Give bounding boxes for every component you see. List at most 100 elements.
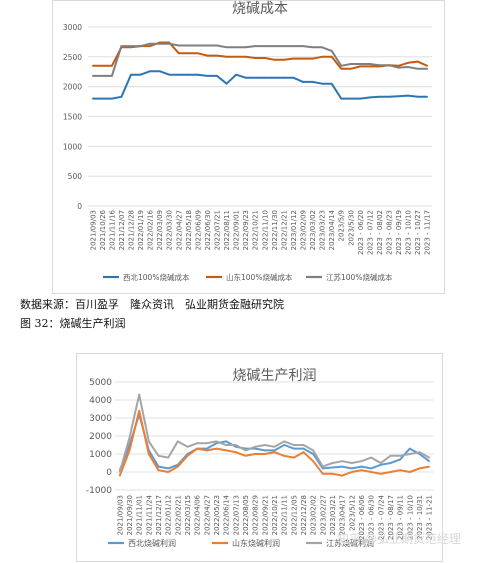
data-point	[168, 42, 171, 45]
data-point	[128, 449, 131, 452]
data-point	[302, 451, 305, 454]
data-point	[263, 76, 266, 79]
x-tick-label: 2023/5/12	[348, 495, 356, 531]
data-point	[206, 75, 209, 77]
data-point	[157, 454, 160, 457]
data-point	[283, 76, 285, 79]
data-point	[186, 445, 189, 448]
x-tick-label: 2023 - 07/24	[377, 494, 385, 540]
data-point	[388, 64, 390, 67]
profit-chart-frame	[76, 353, 443, 562]
data-point	[206, 54, 209, 57]
x-tick-label: 2023 - 10/31	[416, 495, 424, 540]
data-point	[331, 472, 334, 475]
data-point	[147, 440, 150, 443]
legend-label: 江苏烧碱利润	[326, 538, 374, 548]
x-tick-label: 2022/10/21	[252, 210, 260, 250]
legend-label: 江苏100%烧碱成本	[326, 272, 393, 282]
data-point	[244, 449, 247, 452]
data-point	[302, 45, 304, 47]
x-tick-label: 2022/03/15	[184, 495, 192, 535]
chart-title: 烧碱成本	[232, 1, 288, 17]
x-tick-label: 2023 - 07/12	[366, 210, 374, 255]
x-tick-label: 2022/06/30	[204, 210, 212, 250]
data-point	[321, 465, 324, 468]
x-tick-label: 2022/12/28	[300, 495, 308, 535]
x-tick-label: 2023 - 08/23	[386, 210, 394, 255]
data-point	[350, 462, 353, 464]
data-point	[359, 65, 362, 68]
data-point	[101, 97, 104, 100]
data-point	[349, 97, 352, 100]
data-point	[292, 447, 295, 450]
data-point	[158, 70, 161, 73]
x-tick-label: 2021/09/03	[89, 210, 97, 250]
data-point	[235, 46, 238, 49]
x-tick-label: 2022/11/11	[281, 495, 289, 535]
data-point	[379, 463, 382, 466]
data-point	[273, 45, 276, 47]
data-point	[283, 444, 286, 446]
x-tick-label: 2022/12/05	[290, 495, 298, 535]
data-point	[416, 67, 419, 70]
data-point	[350, 467, 353, 470]
data-point	[216, 44, 218, 47]
data-point	[302, 81, 304, 83]
data-point	[101, 64, 104, 67]
x-tick-label: 2021/11/24	[145, 494, 153, 535]
x-tick-label: 2023 - 11/17	[424, 210, 432, 255]
data-point	[177, 44, 180, 47]
data-point	[359, 97, 362, 100]
y-tick-label: 5000	[89, 378, 112, 388]
data-point	[273, 58, 276, 61]
data-point	[157, 465, 160, 468]
data-point	[187, 44, 190, 47]
data-point	[283, 440, 286, 443]
data-point	[312, 453, 315, 455]
x-tick-label: 2022/02/16	[147, 209, 155, 250]
data-point	[216, 75, 218, 77]
data-point	[225, 82, 228, 85]
x-tick-label: 2021/11/01	[136, 495, 144, 535]
data-point	[379, 472, 382, 475]
x-tick-label: 2022/05/18	[185, 210, 193, 250]
data-point	[416, 60, 419, 63]
data-point	[341, 465, 344, 468]
data-point	[312, 449, 315, 452]
data-point	[139, 73, 142, 76]
x-tick-label: 2023 - 06/20	[357, 210, 365, 255]
data-point	[399, 454, 402, 457]
data-point	[359, 63, 362, 65]
data-point	[340, 97, 343, 100]
data-point	[111, 64, 113, 67]
data-point	[292, 444, 295, 446]
series-line	[118, 409, 430, 477]
x-tick-label: 2023 - 11-21	[426, 495, 434, 540]
data-point	[225, 444, 228, 446]
data-point	[283, 454, 286, 457]
watermark: 知乎 @弘业期货范经理	[337, 532, 461, 546]
data-point	[369, 65, 371, 68]
data-point	[426, 64, 429, 67]
x-tick-label: 2023/5/30	[347, 210, 355, 246]
profit-chart: 烧碱生产利润 -1000 0 1000 2000 3000 4000 5000 2021/09/…	[86, 368, 434, 548]
x-tick-label: 2022/07/13	[232, 495, 240, 535]
data-point	[273, 445, 276, 448]
legend-label: 西北烧碱利润	[128, 538, 176, 548]
x-tick-label: 2022/01/12	[165, 495, 173, 535]
y-tick-label: 2500	[63, 53, 82, 62]
data-point	[321, 472, 324, 475]
data-point	[225, 449, 228, 452]
x-tick-label: 2022/03/09	[156, 210, 164, 250]
series-line	[92, 42, 428, 77]
cost-chart-frame	[52, 0, 445, 294]
data-point	[321, 467, 324, 470]
data-point	[302, 444, 305, 446]
data-point	[330, 82, 333, 85]
legend-label: 山东100%烧碱成本	[226, 272, 293, 282]
data-point	[244, 454, 247, 457]
data-point	[120, 95, 123, 98]
data-point	[360, 465, 363, 468]
data-point	[370, 456, 373, 459]
data-point	[330, 55, 333, 58]
